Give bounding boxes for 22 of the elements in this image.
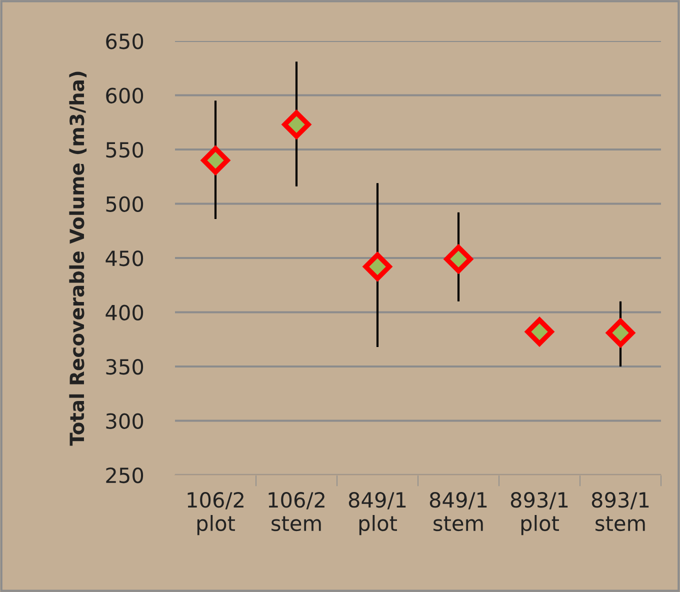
point bbox=[606, 318, 635, 348]
x-tick-label: 893/1 stem bbox=[592, 492, 649, 532]
y-axis-title: Total Recoverable Volume (m3/ha) bbox=[69, 72, 87, 446]
point bbox=[525, 318, 554, 346]
point bbox=[282, 110, 311, 139]
x-tick-label: 849/1 stem bbox=[430, 492, 487, 532]
y-tick-label: 500 bbox=[106, 196, 144, 212]
y-tick-label: 550 bbox=[106, 142, 144, 158]
point bbox=[363, 252, 392, 281]
x-tick-label: 893/1 plot bbox=[510, 492, 568, 536]
y-tick-label: 600 bbox=[106, 88, 144, 104]
point bbox=[444, 244, 473, 274]
y-tick-label: 300 bbox=[106, 413, 144, 429]
x-tick-label: 106/2 plot bbox=[188, 492, 244, 536]
y-tick-label: 400 bbox=[106, 304, 144, 320]
y-tick-label: 650 bbox=[106, 33, 144, 50]
point bbox=[201, 146, 230, 175]
y-tick-label: 450 bbox=[106, 250, 144, 266]
x-tick-label: 849/1 plot bbox=[348, 492, 406, 536]
y-tick-label: 250 bbox=[106, 467, 144, 484]
x-tick-label: 106/2 stem bbox=[268, 492, 324, 532]
y-tick-label: 350 bbox=[106, 358, 144, 375]
